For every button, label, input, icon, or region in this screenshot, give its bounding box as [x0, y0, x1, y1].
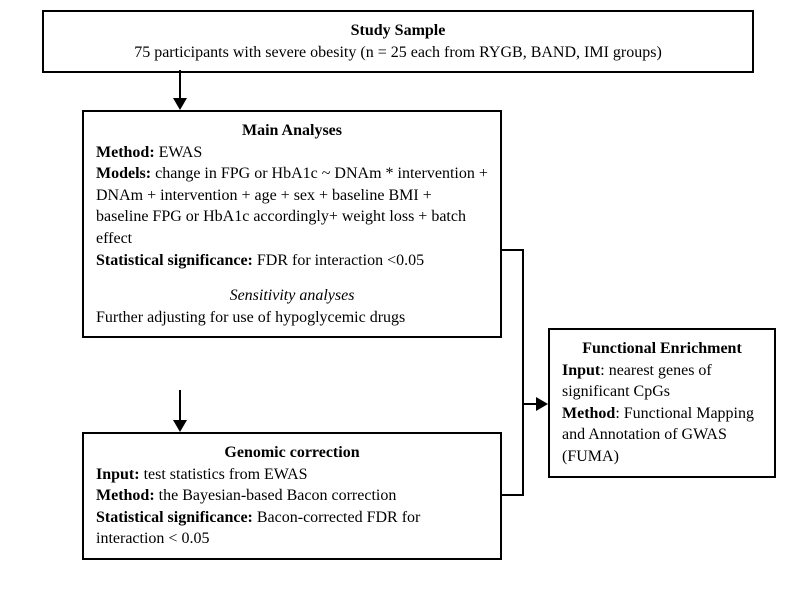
- connector-elbow-top: [502, 249, 524, 251]
- enrich-method-line: Method: Functional Mapping and Annotatio…: [562, 403, 762, 468]
- main-stat-value: FDR for interaction <0.05: [253, 252, 424, 269]
- spacer: [96, 271, 488, 285]
- arrow-to-enrich: [536, 397, 548, 411]
- main-stat-line: Statistical significance: FDR for intera…: [96, 250, 488, 272]
- main-analyses-box: Main Analyses Method: EWAS Models: chang…: [82, 110, 502, 338]
- main-models-value: change in FPG or HbA1c ~ DNAm * interven…: [96, 165, 488, 247]
- genomic-method-value: the Bayesian-based Bacon correction: [155, 487, 397, 504]
- study-sample-box: Study Sample 75 participants with severe…: [42, 10, 754, 73]
- main-models-label: Models:: [96, 165, 151, 182]
- main-models-line: Models: change in FPG or HbA1c ~ DNAm * …: [96, 163, 488, 249]
- arrow-study-main: [173, 98, 187, 110]
- genomic-input-label: Input:: [96, 466, 140, 483]
- main-method-label: Method:: [96, 144, 155, 161]
- genomic-input-line: Input: test statistics from EWAS: [96, 464, 488, 486]
- main-method-line: Method: EWAS: [96, 142, 488, 164]
- genomic-stat-line: Statistical significance: Bacon-correcte…: [96, 507, 488, 550]
- genomic-input-value: test statistics from EWAS: [140, 466, 308, 483]
- genomic-stat-label: Statistical significance:: [96, 509, 253, 526]
- main-stat-label: Statistical significance:: [96, 252, 253, 269]
- main-method-value: EWAS: [155, 144, 203, 161]
- connector-study-main: [179, 70, 181, 100]
- connector-elbow-bottom: [502, 494, 524, 496]
- genomic-method-line: Method: the Bayesian-based Bacon correct…: [96, 485, 488, 507]
- main-title: Main Analyses: [96, 120, 488, 142]
- study-title: Study Sample: [56, 20, 740, 42]
- sensitivity-text: Further adjusting for use of hypoglycemi…: [96, 307, 488, 329]
- study-text: 75 participants with severe obesity (n =…: [56, 42, 740, 64]
- arrow-main-genomic: [173, 420, 187, 432]
- enrich-input-label: Input: [562, 362, 600, 379]
- sensitivity-title: Sensitivity analyses: [96, 285, 488, 307]
- enrich-method-label: Method: [562, 405, 615, 422]
- connector-main-genomic: [179, 390, 181, 422]
- connector-elbow-vertical: [522, 249, 524, 496]
- genomic-correction-box: Genomic correction Input: test statistic…: [82, 432, 502, 560]
- enrich-input-line: Input: nearest genes of significant CpGs: [562, 360, 762, 403]
- functional-enrichment-box: Functional Enrichment Input: nearest gen…: [548, 328, 776, 478]
- genomic-title: Genomic correction: [96, 442, 488, 464]
- genomic-method-label: Method:: [96, 487, 155, 504]
- enrich-title: Functional Enrichment: [562, 338, 762, 360]
